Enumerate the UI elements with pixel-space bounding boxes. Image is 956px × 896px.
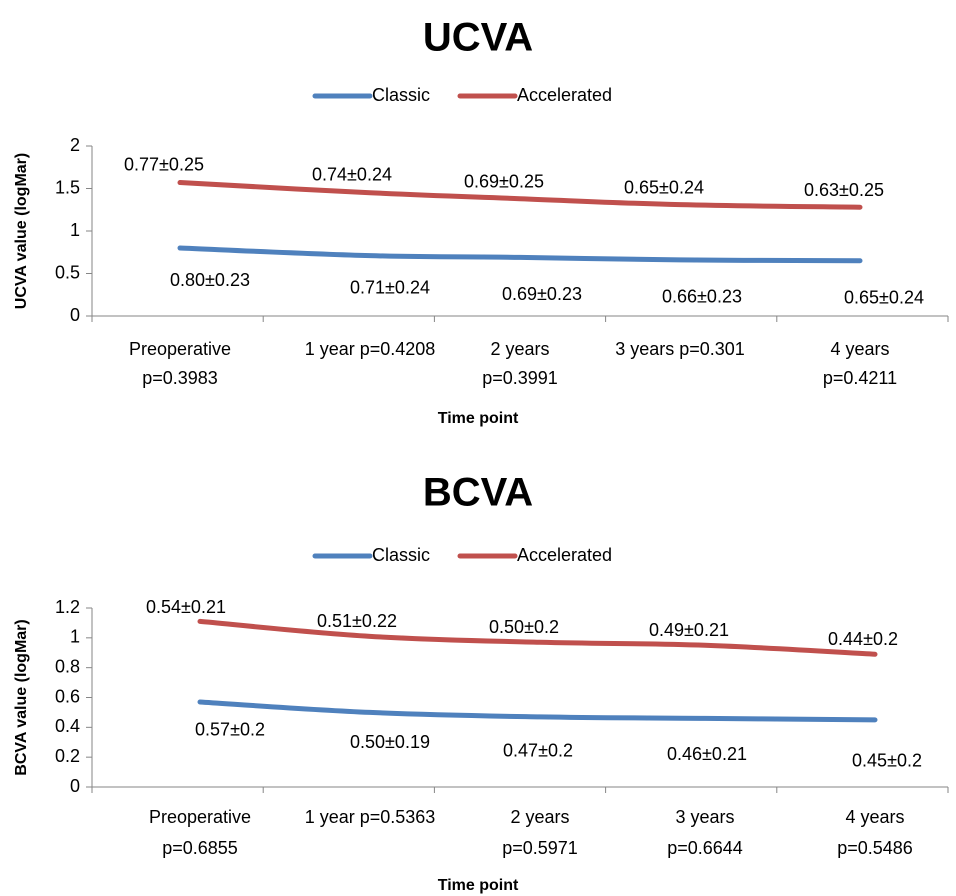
- y-tick-label: 1.5: [55, 177, 80, 197]
- x-axis-title: Time point: [438, 410, 519, 427]
- x-category-label: 1 year p=0.4208: [305, 339, 436, 359]
- x-category-label: p=0.3991: [482, 368, 558, 388]
- y-tick-label: 0.8: [55, 656, 80, 676]
- data-label: 0.54±0.21: [146, 597, 226, 617]
- x-category-label: 1 year p=0.5363: [305, 807, 436, 827]
- x-category-label: 4 years: [830, 339, 889, 359]
- data-label: 0.51±0.22: [317, 611, 397, 631]
- x-category-label: Preoperative: [149, 807, 251, 827]
- y-tick-label: 0.4: [55, 716, 80, 736]
- data-label: 0.49±0.21: [649, 620, 729, 640]
- series-classic: 0.80±0.23 0.71±0.24 0.69±0.23 0.66±0.23 0.65…: [170, 245, 924, 308]
- y-tick-label: 0.5: [55, 262, 80, 282]
- legend: Classic Accelerated: [312, 85, 612, 105]
- y-tick-label: 1.2: [55, 597, 80, 617]
- x-category-label: 3 years: [675, 807, 734, 827]
- legend-label-classic: Classic: [372, 85, 430, 105]
- y-tick-label: 2: [70, 135, 80, 155]
- data-label: 0.63±0.25: [804, 180, 884, 200]
- data-label: 0.47±0.2: [503, 741, 573, 761]
- series-classic: 0.57±0.2 0.50±0.19 0.47±0.2 0.46±0.21 0.45±0…: [195, 699, 922, 771]
- x-axis-title: Time point: [438, 877, 519, 894]
- data-label: 0.80±0.23: [170, 270, 250, 290]
- series-line-classic: [177, 245, 863, 264]
- data-label: 0.50±0.19: [350, 732, 430, 752]
- series-line-classic: [197, 699, 878, 723]
- legend-label-accelerated: Accelerated: [517, 545, 612, 565]
- x-category-label: Preoperative: [129, 339, 231, 359]
- data-label: 0.74±0.24: [312, 165, 392, 185]
- legend-label-accelerated: Accelerated: [517, 85, 612, 105]
- chart-2: BCVA Classic Accelerated 0 0.2 0.4 0.6 0.8 1 1.2 P…: [13, 471, 949, 894]
- series-accelerated: 0.54±0.21 0.51±0.22 0.50±0.2 0.49±0.21 0.44±…: [146, 597, 898, 657]
- y-tick-label: 0.2: [55, 746, 80, 766]
- x-category-label: 3 years p=0.301: [615, 339, 745, 359]
- chart-1: UCVA Classic Accelerated 0 0.5 1 1.5 2 Preoperat…: [13, 16, 949, 427]
- y-tick-label: 0.6: [55, 686, 80, 706]
- x-category-label: 4 years: [845, 807, 904, 827]
- y-axis-title: BCVA value (logMar): [13, 619, 30, 775]
- y-tick-label: 1: [70, 627, 80, 647]
- series-accelerated: 0.77±0.25 0.74±0.24 0.69±0.25 0.65±0.24 0.63…: [124, 154, 884, 210]
- x-category-label: p=0.6644: [667, 838, 743, 858]
- data-label: 0.69±0.25: [464, 171, 544, 191]
- y-tick-label: 1: [70, 220, 80, 240]
- x-category-label: p=0.5486: [837, 838, 913, 858]
- data-label: 0.65±0.24: [844, 288, 924, 308]
- data-label: 0.50±0.2: [489, 617, 559, 637]
- data-label: 0.65±0.24: [624, 177, 704, 197]
- data-label: 0.45±0.2: [852, 751, 922, 771]
- x-category-label: 2 years: [490, 339, 549, 359]
- x-category-label: p=0.5971: [502, 838, 578, 858]
- data-label: 0.44±0.2: [828, 629, 898, 649]
- data-label: 0.69±0.23: [502, 284, 582, 304]
- data-label: 0.57±0.2: [195, 720, 265, 740]
- x-category-label: p=0.3983: [142, 368, 218, 388]
- y-tick-label: 0: [70, 776, 80, 796]
- legend: Classic Accelerated: [312, 545, 612, 565]
- chart-title: UCVA: [423, 16, 533, 60]
- data-label: 0.46±0.21: [667, 744, 747, 764]
- y-tick-label: 0: [70, 305, 80, 325]
- chart-title: BCVA: [423, 471, 533, 515]
- legend-label-classic: Classic: [372, 545, 430, 565]
- data-label: 0.66±0.23: [662, 287, 742, 307]
- data-label: 0.71±0.24: [350, 277, 430, 297]
- x-category-label: p=0.4211: [823, 368, 897, 388]
- x-category-label: 2 years: [510, 807, 569, 827]
- x-category-label: p=0.6855: [162, 838, 238, 858]
- data-label: 0.77±0.25: [124, 154, 204, 174]
- y-axis-title: UCVA value (logMar): [13, 153, 30, 309]
